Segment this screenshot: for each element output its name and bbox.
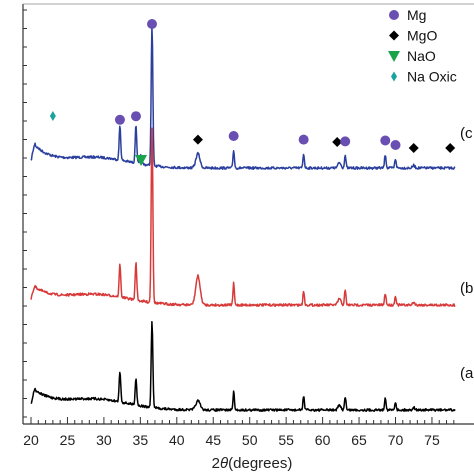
legend-marker-na-oxic: [391, 71, 397, 82]
x-tick-label: 65: [351, 432, 367, 448]
curve-label: (b: [460, 280, 473, 297]
mgo-marker: [408, 143, 419, 153]
curve-label: (c: [460, 125, 473, 142]
phase-markers: [49, 19, 456, 166]
x-axis: 20 25 30 35 40 45 50 55 60 65 70 75: [23, 417, 474, 448]
x-axis-title: 2θ(degrees): [212, 455, 293, 472]
x-tick-label: 40: [169, 432, 185, 448]
mg-marker: [114, 114, 125, 125]
series-line-a: [30, 320, 456, 412]
legend-marker-mgo: [389, 30, 399, 41]
x-tick-label: 50: [242, 432, 258, 448]
legend-label: MgO: [407, 28, 437, 44]
x-tick-label: 25: [60, 432, 76, 448]
mg-marker: [130, 111, 141, 122]
x-tick-label: 55: [278, 432, 294, 448]
legend-label: NaO: [407, 48, 436, 64]
x-tick-label: 35: [133, 432, 149, 448]
mgo-marker: [332, 137, 343, 147]
series-line-c: [30, 25, 456, 170]
mgo-marker: [445, 143, 456, 153]
na-oxic-marker: [49, 111, 56, 121]
nao-marker: [135, 155, 148, 166]
mgo-marker: [192, 134, 203, 145]
curve-labels: (c (b (a: [460, 125, 474, 382]
legend-marker-nao: [388, 51, 400, 62]
x-tick-label: 20: [23, 432, 39, 448]
mg-marker: [380, 135, 391, 146]
legend-marker-mg: [389, 10, 399, 20]
x-tick-label: 30: [96, 432, 112, 448]
legend: Mg MgO NaO Na Oxic: [388, 7, 457, 85]
x-tick-label: 45: [205, 432, 221, 448]
mg-marker: [228, 131, 239, 141]
x-tick-label: 60: [315, 432, 331, 448]
mg-marker: [390, 140, 401, 150]
curve-label: (a: [460, 365, 474, 382]
mg-marker: [298, 134, 309, 145]
x-tick-label: 75: [424, 432, 440, 448]
legend-label: Mg: [407, 7, 426, 23]
plot-frame: [22, 3, 474, 424]
series-line-b: [30, 127, 456, 307]
diffraction-curves: [30, 25, 456, 412]
legend-label: Na Oxic: [407, 69, 457, 85]
mg-marker: [340, 136, 351, 147]
x-tick-label: 70: [388, 432, 404, 448]
mg-marker: [147, 19, 158, 29]
